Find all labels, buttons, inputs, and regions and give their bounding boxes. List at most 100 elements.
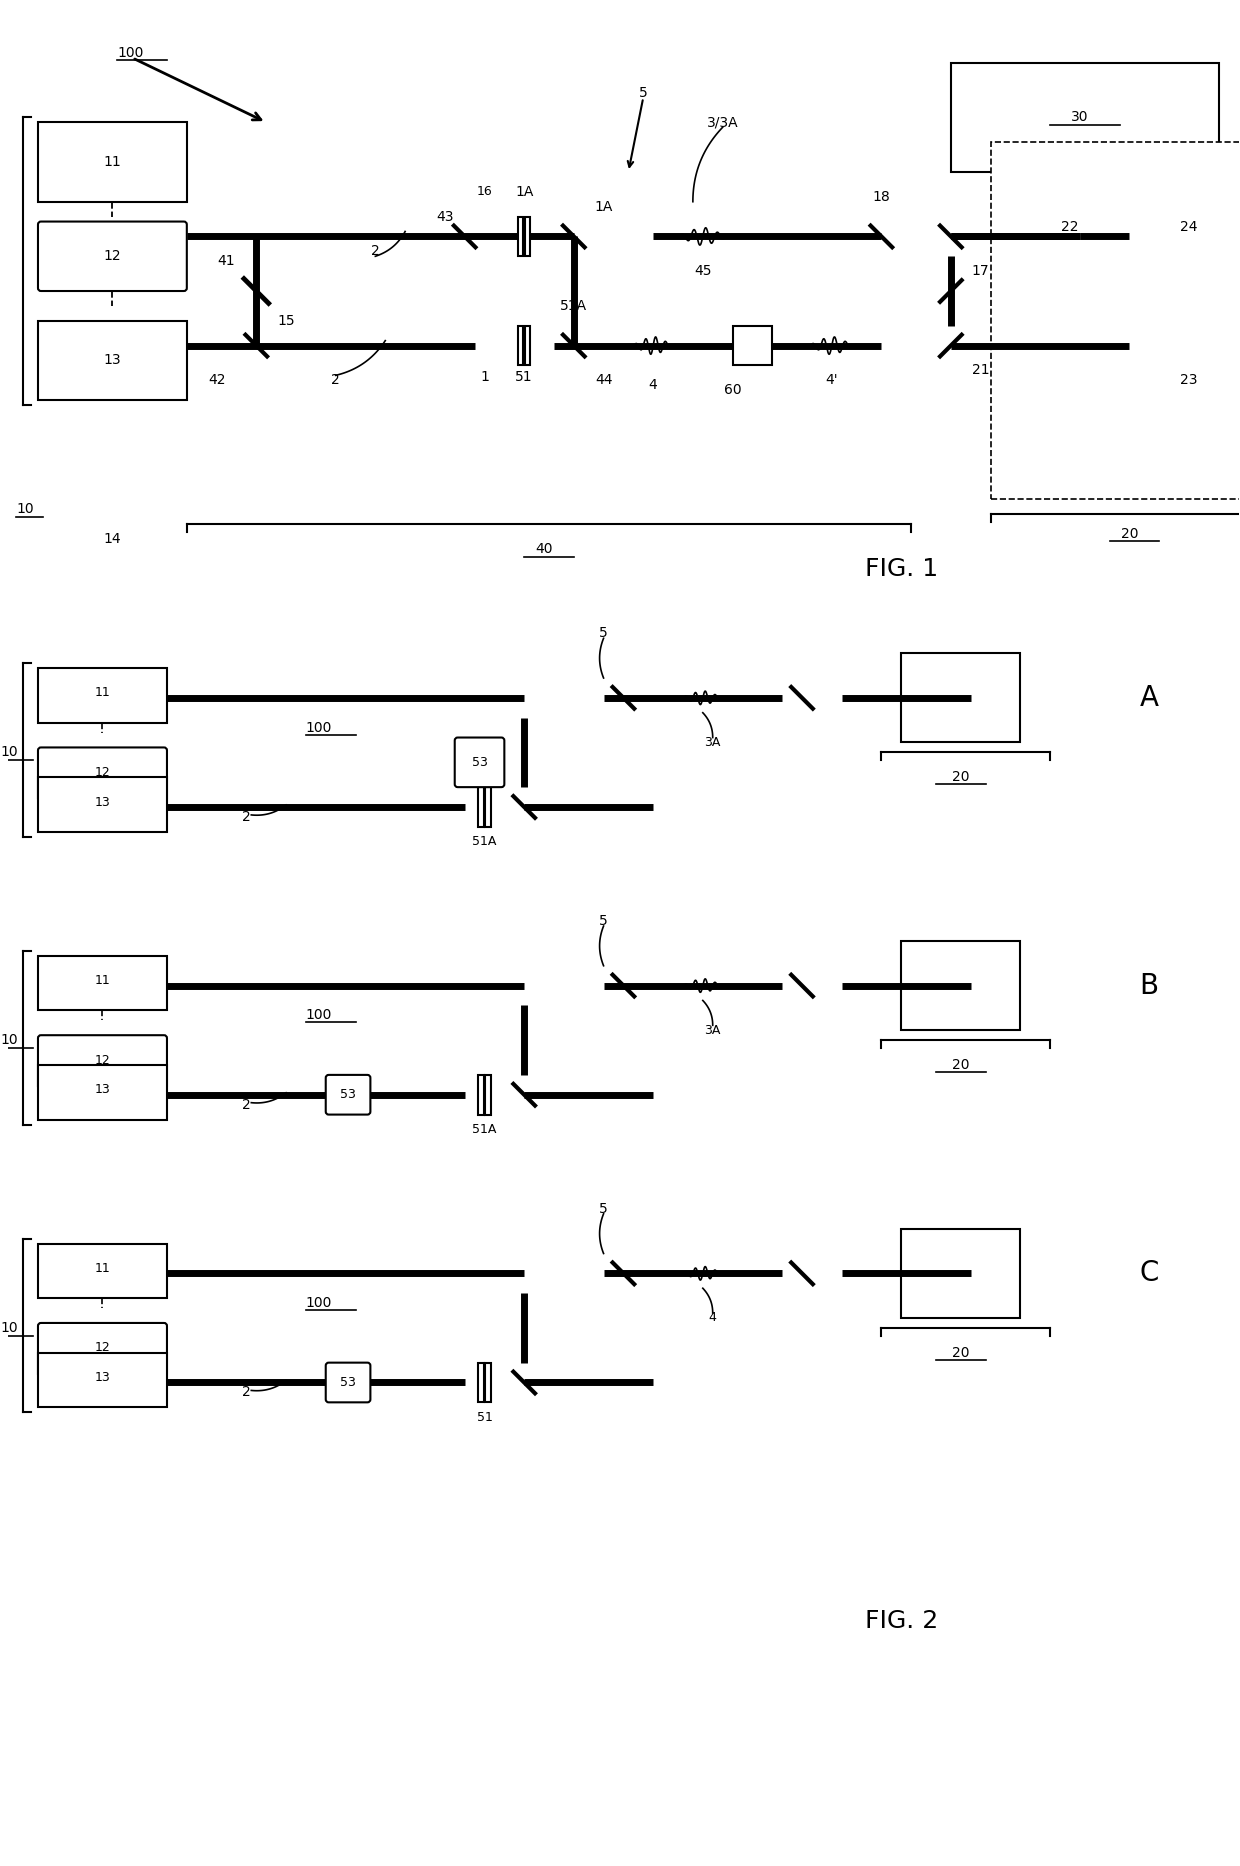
Bar xyxy=(38,668,167,722)
Text: 2: 2 xyxy=(242,810,250,825)
Text: 100: 100 xyxy=(306,720,332,735)
Text: 42: 42 xyxy=(208,373,226,388)
Bar xyxy=(38,321,187,399)
Text: 11: 11 xyxy=(94,1261,110,1274)
Text: 13: 13 xyxy=(94,1372,110,1385)
Text: 3A: 3A xyxy=(704,735,720,748)
Text: 3A: 3A xyxy=(704,1024,720,1037)
Text: 1A: 1A xyxy=(515,185,533,200)
Bar xyxy=(38,955,167,1010)
FancyBboxPatch shape xyxy=(326,1362,371,1403)
Bar xyxy=(485,1075,491,1114)
Text: 51: 51 xyxy=(476,1411,492,1424)
Text: 23: 23 xyxy=(1180,373,1198,388)
Text: 11: 11 xyxy=(103,155,122,170)
Text: 53: 53 xyxy=(340,1375,356,1388)
Bar xyxy=(479,1075,484,1114)
Text: 1A: 1A xyxy=(594,200,613,215)
FancyBboxPatch shape xyxy=(38,1036,167,1090)
Text: 18: 18 xyxy=(873,190,890,203)
Text: A: A xyxy=(1140,683,1159,711)
Text: 1: 1 xyxy=(480,369,489,384)
Text: 12: 12 xyxy=(94,765,110,778)
Text: 13: 13 xyxy=(94,795,110,808)
Text: 3/3A: 3/3A xyxy=(707,116,739,129)
Bar xyxy=(991,142,1240,500)
Text: 4: 4 xyxy=(709,1312,717,1325)
Text: 17: 17 xyxy=(972,265,990,278)
Text: 2: 2 xyxy=(242,1097,250,1112)
FancyBboxPatch shape xyxy=(38,1323,167,1377)
Bar xyxy=(518,216,523,256)
Text: 100: 100 xyxy=(118,47,144,60)
Text: 24: 24 xyxy=(1180,220,1198,233)
Text: 16: 16 xyxy=(476,185,492,198)
Text: B: B xyxy=(1140,972,1159,1000)
Text: 20: 20 xyxy=(952,771,970,784)
Text: 2: 2 xyxy=(331,373,340,388)
Bar xyxy=(733,327,773,366)
Bar xyxy=(901,1228,1021,1317)
Text: 20: 20 xyxy=(1121,526,1138,541)
Text: 60: 60 xyxy=(724,383,742,397)
Text: 22: 22 xyxy=(1061,220,1079,233)
Bar xyxy=(518,327,523,366)
Text: 21: 21 xyxy=(972,364,990,377)
Bar xyxy=(1130,321,1240,440)
Bar xyxy=(1001,181,1149,271)
Text: 11: 11 xyxy=(94,687,110,700)
Text: 44: 44 xyxy=(595,373,613,388)
Text: 5: 5 xyxy=(599,627,608,640)
Text: FIG. 2: FIG. 2 xyxy=(864,1608,937,1633)
Text: 40: 40 xyxy=(536,541,553,556)
Text: 53: 53 xyxy=(471,756,487,769)
Bar xyxy=(38,1243,167,1299)
Bar xyxy=(479,787,484,827)
Bar xyxy=(1130,166,1240,285)
Text: 12: 12 xyxy=(94,1342,110,1355)
Bar xyxy=(38,778,167,832)
Bar xyxy=(525,327,531,366)
Text: 12: 12 xyxy=(94,1054,110,1067)
Bar xyxy=(38,1065,167,1120)
Text: C: C xyxy=(1140,1260,1159,1288)
Bar xyxy=(485,1362,491,1403)
Text: 20: 20 xyxy=(952,1345,970,1360)
Text: 10: 10 xyxy=(0,1321,19,1334)
Bar xyxy=(901,940,1021,1030)
Text: 5: 5 xyxy=(599,1202,608,1217)
Text: 2: 2 xyxy=(242,1385,250,1400)
Text: 2: 2 xyxy=(371,244,379,258)
Text: 10: 10 xyxy=(0,745,19,759)
Text: 30: 30 xyxy=(1071,110,1089,125)
Text: 5: 5 xyxy=(599,914,608,927)
Text: 13: 13 xyxy=(104,353,122,368)
Text: 11: 11 xyxy=(94,974,110,987)
Bar xyxy=(485,787,491,827)
Bar xyxy=(525,216,531,256)
Text: 51A: 51A xyxy=(472,836,497,849)
Bar xyxy=(479,1362,484,1403)
Bar xyxy=(38,1353,167,1407)
FancyBboxPatch shape xyxy=(455,737,505,787)
Bar xyxy=(901,653,1021,743)
Text: 10: 10 xyxy=(16,502,33,517)
Text: 53: 53 xyxy=(340,1088,356,1101)
Text: 100: 100 xyxy=(306,1008,332,1023)
FancyBboxPatch shape xyxy=(326,1075,371,1114)
Text: 13: 13 xyxy=(94,1084,110,1097)
Text: 41: 41 xyxy=(218,254,236,269)
Text: 45: 45 xyxy=(694,265,712,278)
Bar xyxy=(951,63,1219,172)
Text: 5: 5 xyxy=(639,86,647,99)
Text: FIG. 1: FIG. 1 xyxy=(864,556,937,580)
FancyBboxPatch shape xyxy=(38,748,167,802)
Text: 12: 12 xyxy=(104,250,122,263)
Text: 10: 10 xyxy=(0,1034,19,1047)
Text: 100: 100 xyxy=(306,1297,332,1310)
Text: 14: 14 xyxy=(104,532,122,547)
Text: 4': 4' xyxy=(826,373,838,388)
FancyBboxPatch shape xyxy=(38,222,187,291)
Text: 43: 43 xyxy=(436,209,454,224)
Text: 51A: 51A xyxy=(472,1123,497,1136)
